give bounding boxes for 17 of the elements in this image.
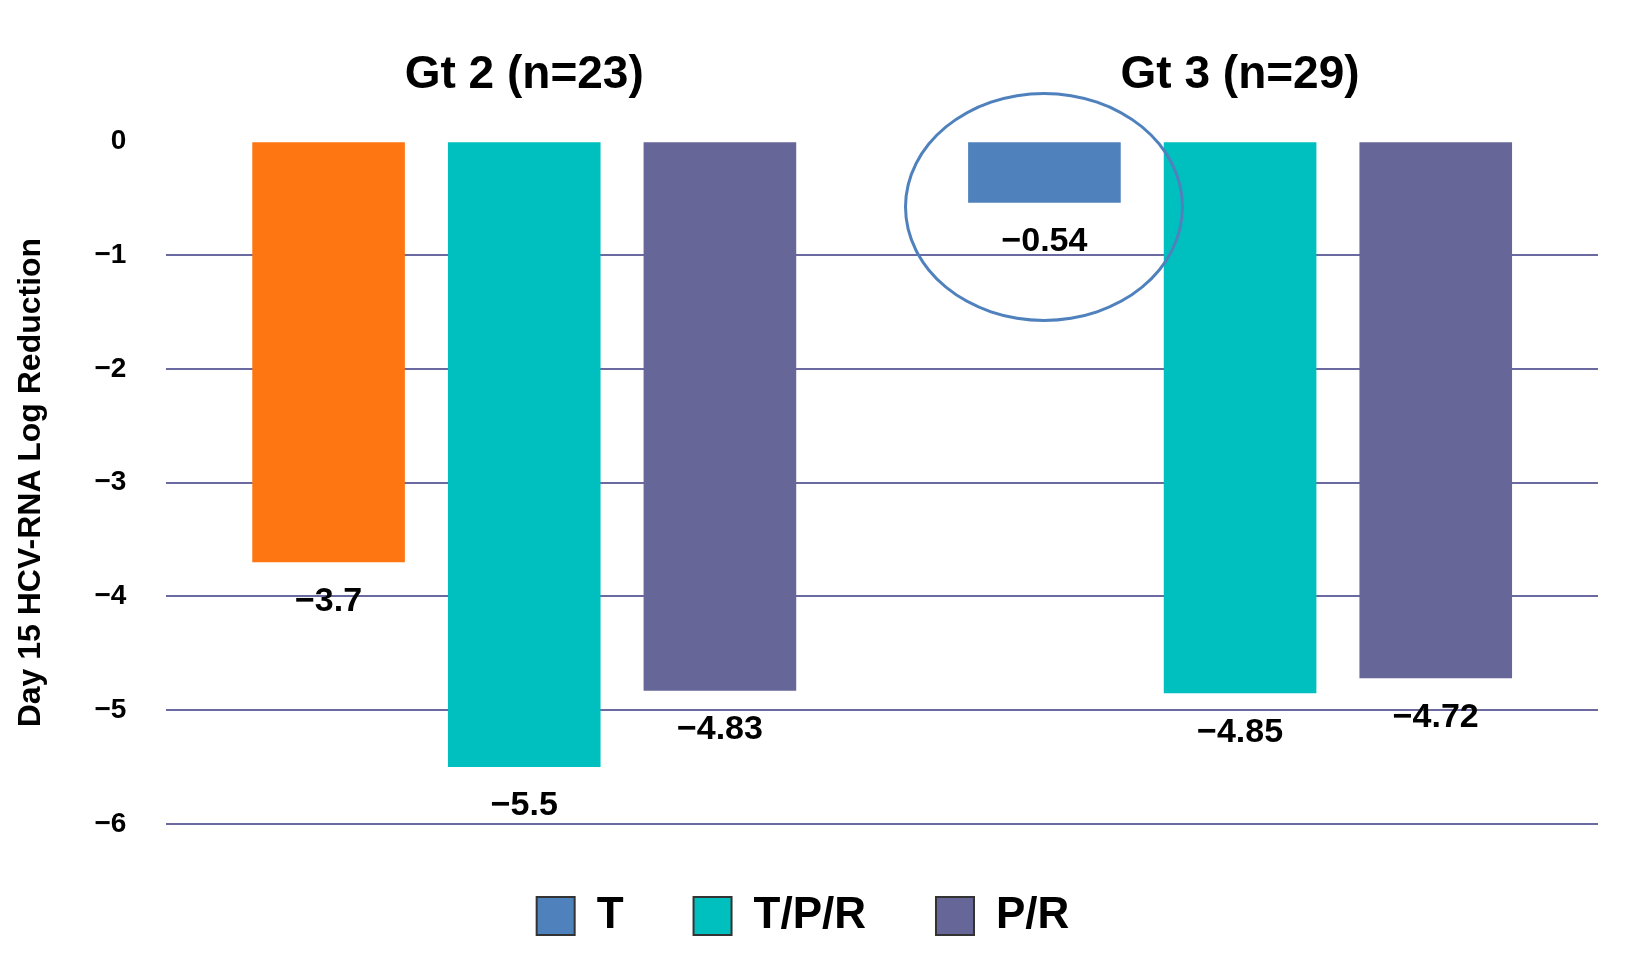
data-label: −5.5 <box>490 784 558 823</box>
y-tick-label: −1 <box>94 237 127 269</box>
y-tick-label: −2 <box>94 351 127 383</box>
y-tick-label: −5 <box>94 692 127 724</box>
y-axis-title: Day 15 HCV-RNA Log Reduction <box>11 237 48 728</box>
data-label: −4.85 <box>1197 710 1284 749</box>
legend-label: P/R <box>995 888 1070 938</box>
data-label: −0.54 <box>1001 220 1088 259</box>
y-tick-label: −3 <box>94 465 127 497</box>
legend-label: T/P/R <box>753 888 866 938</box>
legend-label: T <box>596 888 624 938</box>
x-tick-label: Gt 2 (n=23) <box>404 46 644 99</box>
y-tick-label: −4 <box>94 579 127 611</box>
data-label: −4.83 <box>676 708 763 747</box>
x-tick-label: Gt 3 (n=29) <box>1120 46 1360 99</box>
y-tick-label: 0 <box>110 123 127 155</box>
y-tick-label: −6 <box>94 806 127 838</box>
